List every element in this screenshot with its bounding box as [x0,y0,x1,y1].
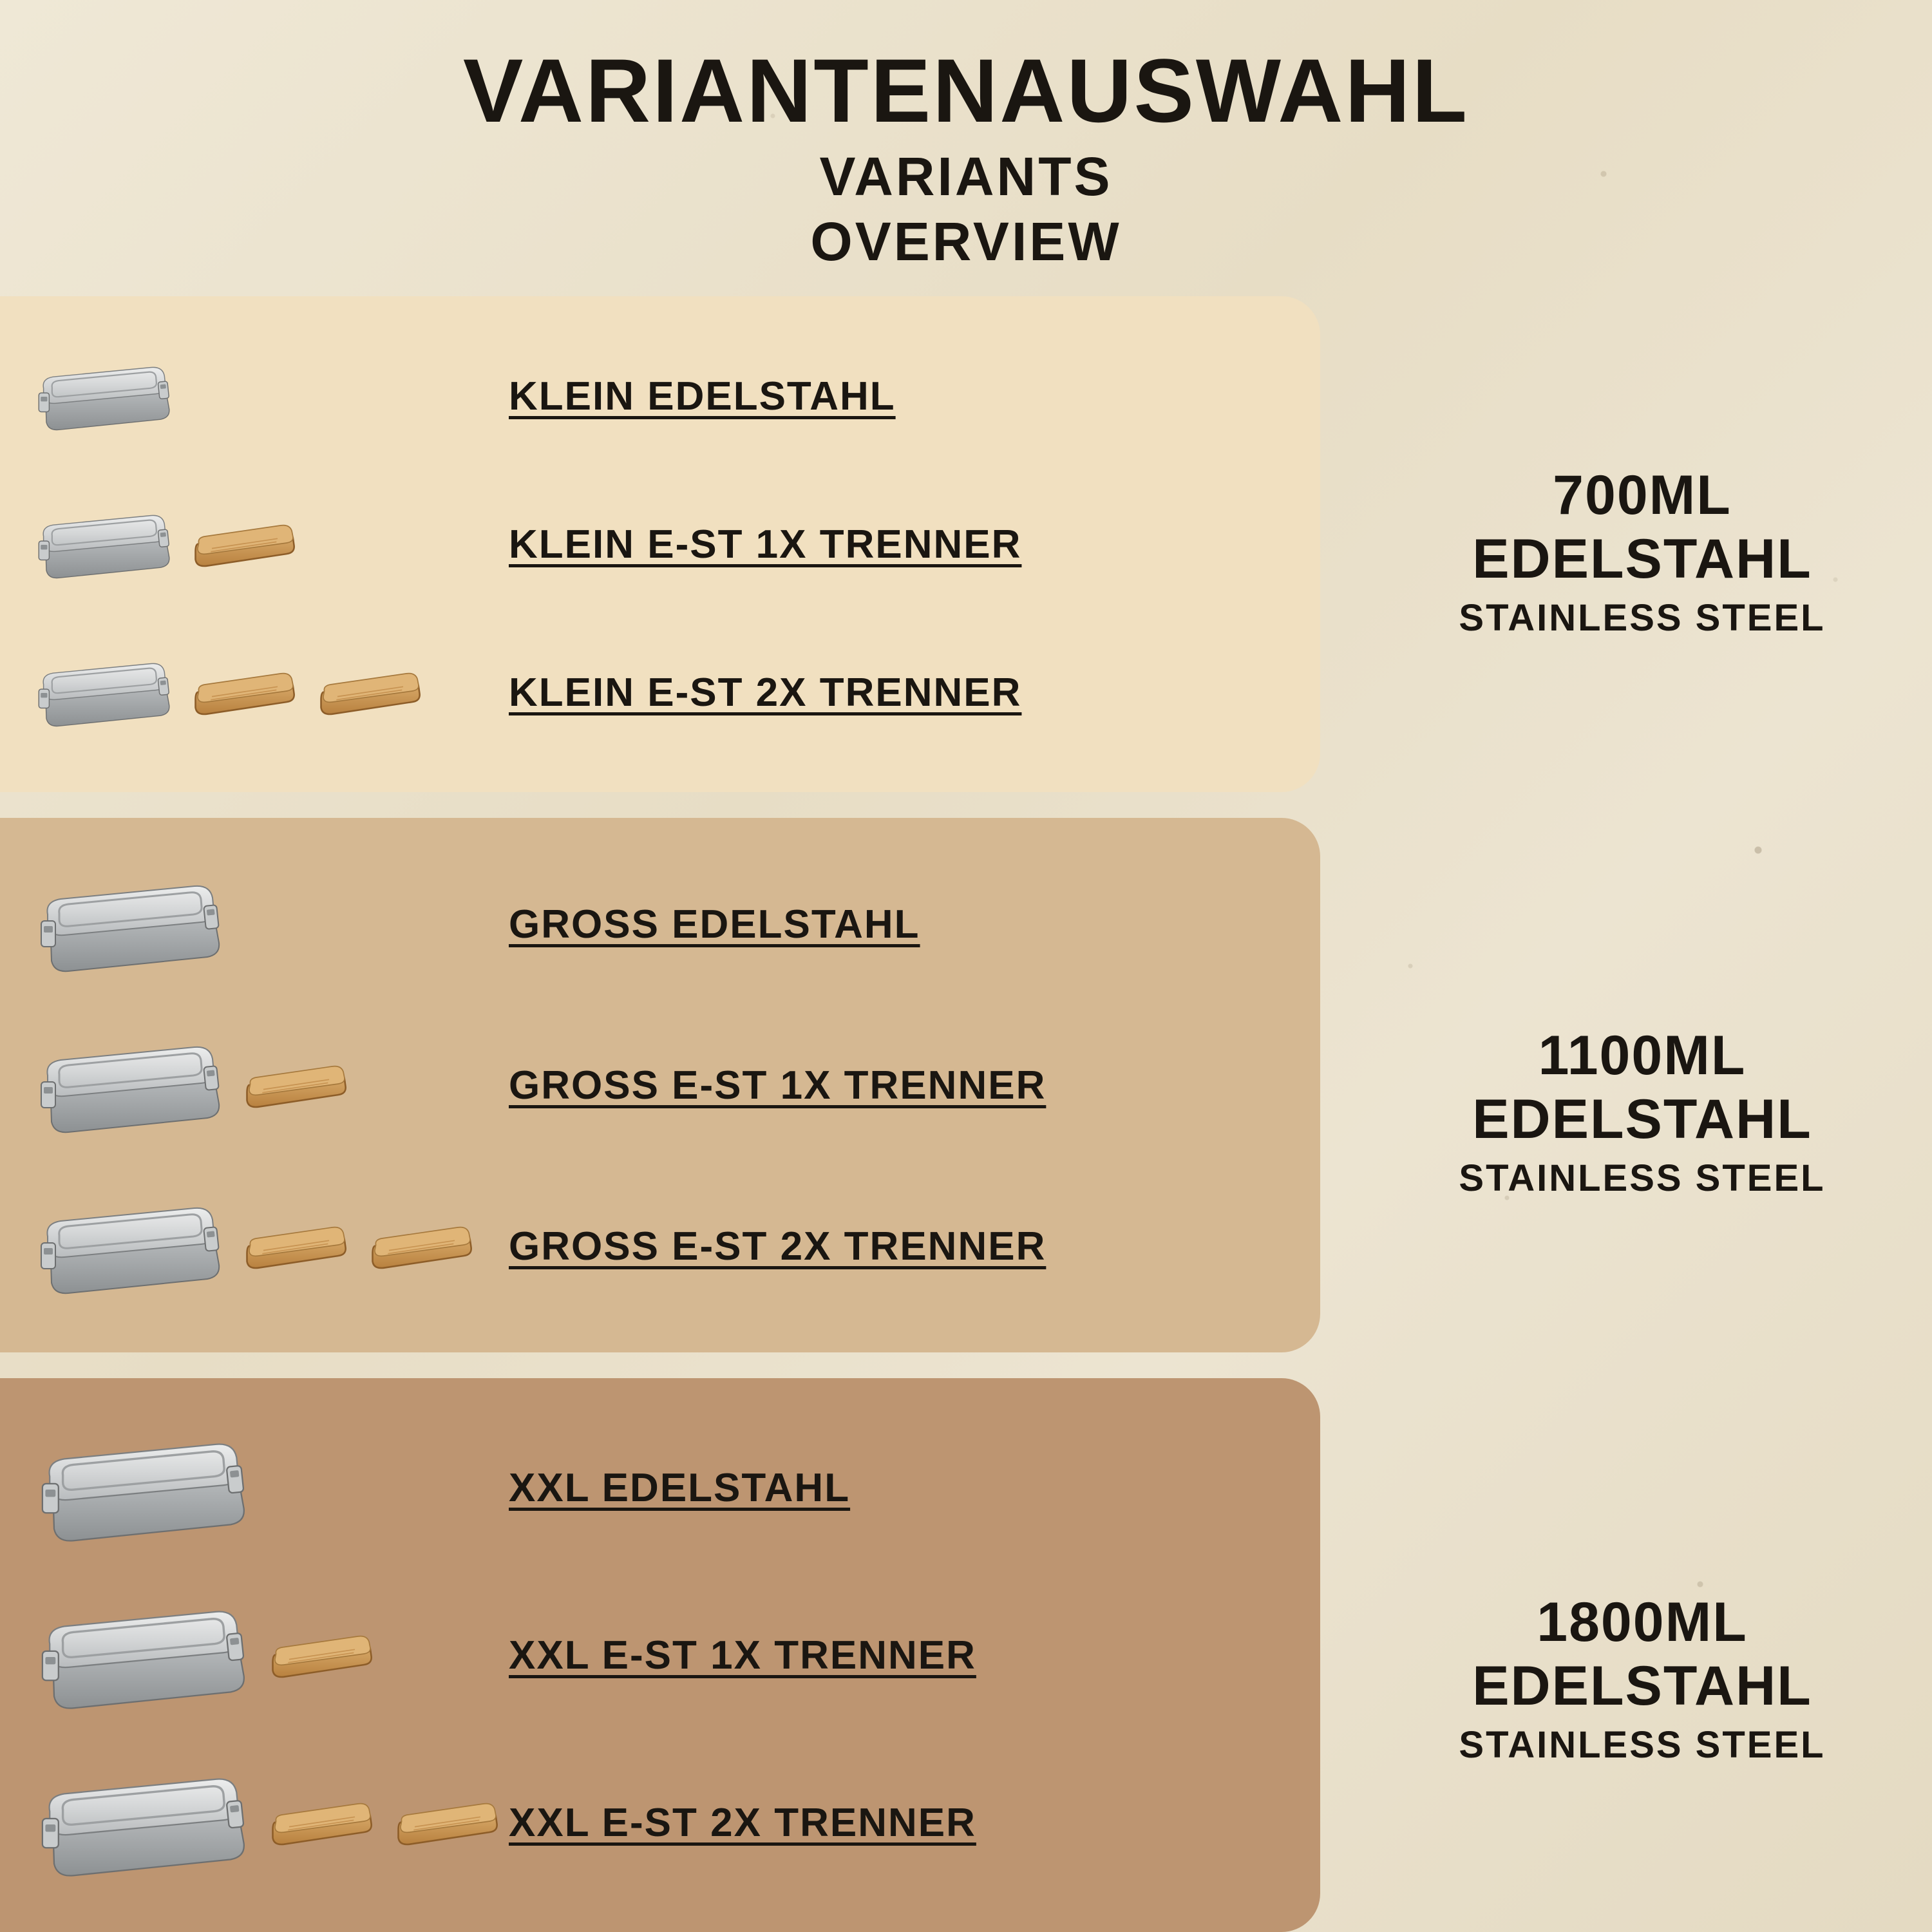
variant-panel: KLEIN EDELSTAHL KLEIN E-ST 1X TRENNER [0,296,1320,792]
lunchbox-icon [32,1591,251,1716]
page: VARIANTENAUSWAHL VARIANTS OVERVIEW KLEIN… [0,0,1932,1932]
lunchbox-thumb [32,502,174,586]
lunchbox-icon [32,1029,225,1139]
lunchbox-icon [32,650,174,731]
lunchbox-thumb [32,650,174,734]
lunchbox-icon [32,868,225,978]
thumbnail-group [32,1591,483,1719]
lunchbox-icon [32,1190,225,1300]
size-main: 700ML EDELSTAHL [1397,464,1887,591]
lunchbox-thumb [32,1759,251,1886]
variant-row: KLEIN E-ST 1X TRENNER [32,470,1320,618]
variant-row: XXL EDELSTAHL [32,1404,1320,1571]
page-title: VARIANTENAUSWAHL [0,39,1932,143]
size-sub: STAINLESS STEEL [1397,1157,1887,1200]
lunchbox-thumb [32,1190,225,1303]
variant-label: KLEIN E-ST 1X TRENNER [509,522,1021,567]
divider-icon [242,1059,351,1108]
header: VARIANTENAUSWAHL VARIANTS OVERVIEW [0,0,1932,273]
divider-thumb [190,518,299,571]
divider-thumb [242,1059,351,1112]
lunchbox-icon [32,354,174,435]
thumbnail-group [32,650,483,734]
divider-thumb [190,666,299,719]
variant-row: XXL E-ST 1X TRENNER [32,1571,1320,1739]
variant-label: GROSS E-ST 1X TRENNER [509,1063,1046,1108]
variant-label: GROSS EDELSTAHL [509,902,920,947]
lunchbox-thumb [32,1591,251,1719]
lunchbox-thumb [32,1029,225,1142]
divider-icon [316,666,425,715]
thumbnail-group [32,868,483,981]
divider-icon [267,1629,377,1678]
divider-thumb [267,1796,377,1849]
divider-thumb [393,1796,502,1849]
thumbnail-group [32,1759,483,1886]
size-column: 1800ML EDELSTAHL STAINLESS STEEL [1397,1591,1887,1766]
lunchbox-icon [32,1759,251,1883]
thumbnail-group [32,1029,483,1142]
variant-label: XXL E-ST 2X TRENNER [509,1800,976,1846]
variant-label: XXL EDELSTAHL [509,1465,850,1511]
divider-thumb [316,666,425,719]
lunchbox-icon [32,502,174,583]
divider-icon [367,1220,477,1269]
variant-label: KLEIN E-ST 2X TRENNER [509,670,1021,715]
variant-row: GROSS E-ST 2X TRENNER [32,1166,1320,1327]
thumbnail-group [32,1424,483,1551]
lunchbox-thumb [32,354,174,438]
lunchbox-thumb [32,1424,251,1551]
variant-row: GROSS EDELSTAHL [32,844,1320,1005]
divider-thumb [367,1220,477,1273]
variant-label: KLEIN EDELSTAHL [509,374,896,419]
divider-icon [190,666,299,715]
variant-row: KLEIN E-ST 2X TRENNER [32,618,1320,766]
thumbnail-group [32,1190,483,1303]
size-column: 1100ML EDELSTAHL STAINLESS STEEL [1397,1024,1887,1200]
variant-row: XXL E-ST 2X TRENNER [32,1739,1320,1906]
variant-panel: XXL EDELSTAHL XXL E-ST 1X TRENNER [0,1378,1320,1932]
divider-icon [242,1220,351,1269]
size-sub: STAINLESS STEEL [1397,1723,1887,1766]
variant-label: XXL E-ST 1X TRENNER [509,1633,976,1678]
variant-panel: GROSS EDELSTAHL GROSS E-ST 1X TRENNER [0,818,1320,1352]
divider-thumb [267,1629,377,1681]
variant-label: GROSS E-ST 2X TRENNER [509,1224,1046,1269]
thumbnail-group [32,354,483,438]
size-main: 1100ML EDELSTAHL [1397,1024,1887,1151]
thumbnail-group [32,502,483,586]
variant-row: KLEIN EDELSTAHL [32,322,1320,470]
lunchbox-thumb [32,868,225,981]
size-main: 1800ML EDELSTAHL [1397,1591,1887,1718]
divider-thumb [242,1220,351,1273]
size-sub: STAINLESS STEEL [1397,596,1887,639]
lunchbox-icon [32,1424,251,1548]
divider-icon [393,1796,502,1846]
divider-icon [267,1796,377,1846]
size-column: 700ML EDELSTAHL STAINLESS STEEL [1397,464,1887,639]
divider-icon [190,518,299,567]
subtitle-line-1: VARIANTS [0,146,1932,208]
variant-row: GROSS E-ST 1X TRENNER [32,1005,1320,1166]
subtitle-line-2: OVERVIEW [0,211,1932,273]
